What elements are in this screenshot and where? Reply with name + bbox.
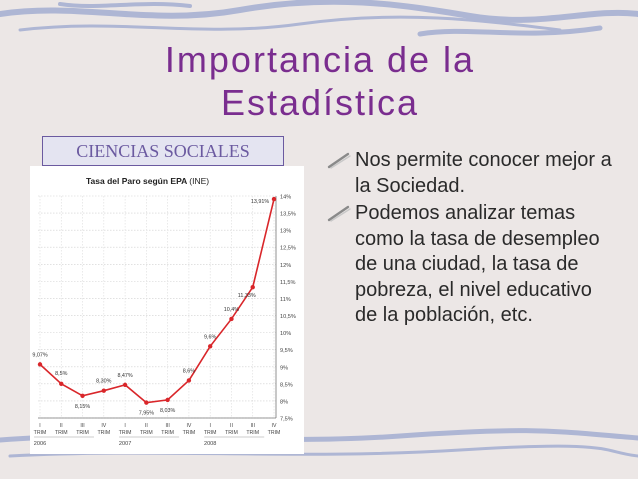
category-label: CIENCIAS SOCIALES bbox=[42, 136, 284, 166]
data-label: 8,6% bbox=[183, 368, 195, 374]
data-label: 10,4% bbox=[224, 307, 239, 313]
data-point bbox=[80, 393, 85, 398]
title-line-2: Estadística bbox=[220, 82, 420, 123]
y-tick-label: 9% bbox=[280, 365, 288, 371]
y-tick-label: 11,5% bbox=[280, 280, 295, 286]
data-point bbox=[207, 344, 213, 349]
data-label: 8,47% bbox=[117, 373, 132, 379]
data-point bbox=[250, 284, 255, 290]
year-label: 2007 bbox=[119, 441, 131, 447]
data-point bbox=[101, 388, 107, 393]
data-label: 13,91% bbox=[251, 199, 269, 205]
x-tick-label: I bbox=[39, 423, 40, 429]
x-tick-label: TRIM bbox=[268, 430, 281, 436]
x-tick-label: IV bbox=[186, 423, 191, 429]
bullet-list: Nos permite conocer mejor a la Sociedad.… bbox=[326, 148, 616, 331]
title-line-1: Importancia de la bbox=[164, 39, 476, 80]
x-tick-label: TRIM bbox=[225, 430, 238, 436]
x-tick-label: TRIM bbox=[183, 430, 196, 436]
x-tick-label: TRIM bbox=[76, 430, 89, 436]
data-label: 8,5% bbox=[55, 371, 67, 377]
data-point bbox=[144, 400, 149, 405]
x-tick-label: TRIM bbox=[55, 430, 68, 436]
data-label: 8,03% bbox=[160, 408, 175, 414]
bullet-text: Nos permite conocer mejor a la Sociedad. bbox=[355, 149, 612, 197]
x-tick-label: TRIM bbox=[246, 430, 259, 436]
series-line bbox=[39, 198, 275, 404]
data-label: 7,95% bbox=[139, 411, 154, 417]
pen-stroke-bullet-icon bbox=[327, 152, 351, 169]
x-tick-label: II bbox=[60, 423, 63, 429]
y-tick-label: 10% bbox=[280, 331, 291, 337]
y-tick-label: 8% bbox=[280, 399, 288, 405]
x-tick-label: TRIM bbox=[161, 430, 174, 436]
y-tick-label: 12,5% bbox=[280, 246, 296, 252]
x-tick-label: IV bbox=[101, 423, 106, 429]
data-point bbox=[37, 362, 43, 367]
data-label: 8,15% bbox=[75, 404, 90, 410]
x-tick-label: TRIM bbox=[34, 430, 47, 436]
data-label: 11,33% bbox=[238, 293, 256, 299]
data-point bbox=[122, 382, 128, 388]
x-tick-label: TRIM bbox=[204, 430, 217, 436]
y-tick-label: 14% bbox=[280, 195, 291, 201]
unemployment-line-chart: Tasa del Paro según EPA (INE) 7,5% 8% 8,5% 9… bbox=[32, 176, 296, 447]
slide-title: Importancia de la Estadística bbox=[60, 38, 580, 124]
x-tick-label: IV bbox=[272, 423, 277, 429]
y-tick-label: 13% bbox=[280, 229, 291, 235]
pen-stroke-bullet-icon bbox=[327, 205, 351, 222]
data-point bbox=[271, 196, 277, 202]
x-tick-label: TRIM bbox=[119, 430, 132, 436]
bullet-text: Podemos analizar temas como la tasa de d… bbox=[355, 202, 600, 326]
y-tick-label: 8,5% bbox=[280, 382, 293, 388]
bullet-item: Nos permite conocer mejor a la Sociedad. bbox=[326, 148, 616, 199]
x-tick-label: III bbox=[251, 423, 255, 429]
x-tick-label: TRIM bbox=[140, 430, 153, 436]
x-tick-label: II bbox=[230, 423, 233, 429]
y-tick-label: 10,5% bbox=[280, 314, 296, 320]
y-tick-label: 7,5% bbox=[280, 417, 293, 423]
x-tick-label: TRIM bbox=[97, 430, 110, 436]
data-point bbox=[229, 316, 234, 322]
data-point bbox=[186, 378, 192, 383]
x-tick-label: I bbox=[124, 423, 125, 429]
chart-title: Tasa del Paro según EPA (INE) bbox=[86, 176, 209, 186]
year-label: 2008 bbox=[204, 441, 216, 447]
data-point bbox=[165, 397, 170, 403]
data-point bbox=[59, 381, 64, 387]
year-label: 2006 bbox=[34, 441, 46, 447]
data-label: 9,07% bbox=[32, 352, 47, 358]
data-label: 9,6% bbox=[204, 334, 216, 340]
y-tick-label: 11% bbox=[280, 297, 291, 303]
y-tick-label: 9,5% bbox=[280, 348, 293, 354]
data-label: 8,30% bbox=[96, 379, 111, 385]
x-tick-label: I bbox=[209, 423, 210, 429]
y-tick-label: 12% bbox=[280, 263, 291, 269]
x-tick-label: III bbox=[80, 423, 84, 429]
y-tick-label: 13,5% bbox=[280, 212, 296, 218]
x-tick-label: II bbox=[145, 423, 148, 429]
bullet-item: Podemos analizar temas como la tasa de d… bbox=[326, 201, 616, 329]
unemployment-chart-panel: Tasa del Paro según EPA (INE) 7,5% 8% 8,5% 9… bbox=[30, 166, 304, 454]
x-tick-label: III bbox=[165, 423, 169, 429]
